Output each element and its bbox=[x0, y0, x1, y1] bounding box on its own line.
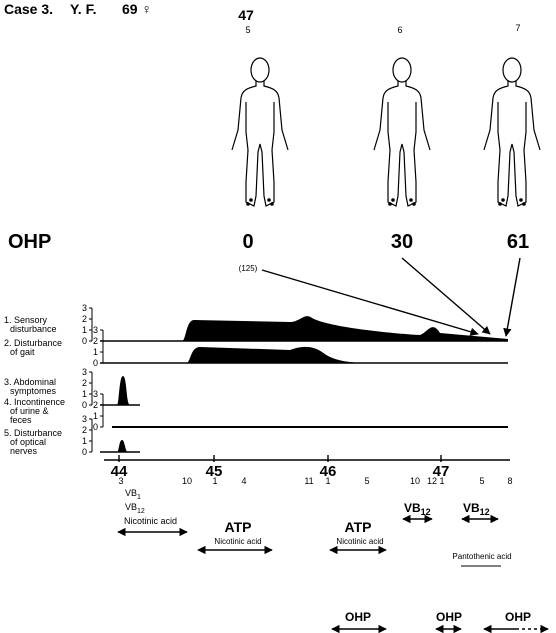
tick-label: 2 bbox=[82, 378, 87, 388]
drug: OHP bbox=[345, 610, 371, 624]
drug: Nicotinic acid bbox=[124, 516, 177, 526]
month: 7 bbox=[515, 23, 520, 33]
tick-label: 2 bbox=[93, 400, 98, 410]
month-label: 10 bbox=[182, 476, 192, 486]
tick-label: 2 bbox=[93, 336, 98, 346]
ohp-value: 61 bbox=[507, 231, 529, 253]
body-figure bbox=[232, 58, 288, 206]
tick-label: 0 bbox=[93, 422, 98, 432]
drug: VB12 bbox=[463, 501, 490, 517]
ohp-label: OHP bbox=[8, 231, 51, 253]
month-label: 12 bbox=[427, 476, 437, 486]
tick-label: 0 bbox=[82, 336, 87, 346]
year: 47 bbox=[238, 7, 254, 23]
month-label: 1 bbox=[212, 476, 217, 486]
figure: Case 3. Y. F. 69 ♀ 47 5 6 7 OHP 0 30 61 … bbox=[0, 0, 556, 633]
month-label: 10 bbox=[410, 476, 420, 486]
drug: VB12 bbox=[404, 501, 431, 517]
body-figure bbox=[484, 58, 540, 206]
tick-label: 3 bbox=[93, 325, 98, 335]
case: Case 3. bbox=[4, 1, 53, 17]
month-label: 4 bbox=[241, 476, 246, 486]
drug: Nicotinic acid bbox=[336, 537, 383, 546]
month-label: 5 bbox=[479, 476, 484, 486]
ohp-value: 30 bbox=[391, 231, 413, 253]
month-label: 1 bbox=[325, 476, 330, 486]
track-label: disturbance bbox=[10, 324, 57, 334]
body-figure bbox=[374, 58, 430, 206]
month: 5 bbox=[245, 25, 250, 35]
tick-label: 1 bbox=[93, 411, 98, 421]
month: 6 bbox=[397, 25, 402, 35]
gait-curve bbox=[186, 347, 508, 363]
tick-label: 3 bbox=[93, 389, 98, 399]
tick-label: 1 bbox=[82, 436, 87, 446]
track-label: of gait bbox=[10, 347, 35, 357]
patient: Y. F. bbox=[70, 1, 96, 17]
tick-label: 1 bbox=[82, 325, 87, 335]
month-label: 11 bbox=[304, 476, 313, 486]
abdominal-curve bbox=[117, 376, 130, 405]
tick-label: 3 bbox=[82, 414, 87, 424]
pointer bbox=[506, 258, 520, 336]
tick-label: 1 bbox=[82, 389, 87, 399]
drug: ATP bbox=[225, 519, 252, 535]
track-label: nerves bbox=[10, 446, 38, 456]
tick-label: 1 bbox=[93, 347, 98, 357]
age: 69 ♀ bbox=[122, 1, 152, 17]
month-label: 3 bbox=[118, 476, 123, 486]
drug: Nicotinic acid bbox=[214, 537, 261, 546]
ohp-value: 0 bbox=[242, 231, 253, 253]
drug: OHP bbox=[505, 610, 531, 624]
month-label: 5 bbox=[364, 476, 369, 486]
tick-label: 0 bbox=[82, 400, 87, 410]
drug: OHP bbox=[436, 610, 462, 624]
drug: VB1 bbox=[125, 488, 141, 501]
track-label: feces bbox=[10, 415, 32, 425]
optical-curve bbox=[117, 440, 128, 452]
tick-label: 2 bbox=[82, 425, 87, 435]
month-label: 8 bbox=[507, 476, 512, 486]
drug: Pantothenic acid bbox=[452, 552, 511, 561]
tick-label: 3 bbox=[82, 303, 87, 313]
tick-label: 3 bbox=[82, 367, 87, 377]
month-label: 1 bbox=[439, 476, 444, 486]
ohp-note: (125) bbox=[239, 264, 258, 273]
sensory-curve bbox=[100, 316, 508, 341]
track-label: symptomes bbox=[10, 386, 57, 396]
pointer bbox=[402, 258, 490, 334]
tick-label: 0 bbox=[82, 447, 87, 457]
drug: VB12 bbox=[125, 502, 145, 515]
tick-label: 2 bbox=[82, 314, 87, 324]
tick-label: 0 bbox=[93, 358, 98, 368]
drug: ATP bbox=[345, 519, 372, 535]
